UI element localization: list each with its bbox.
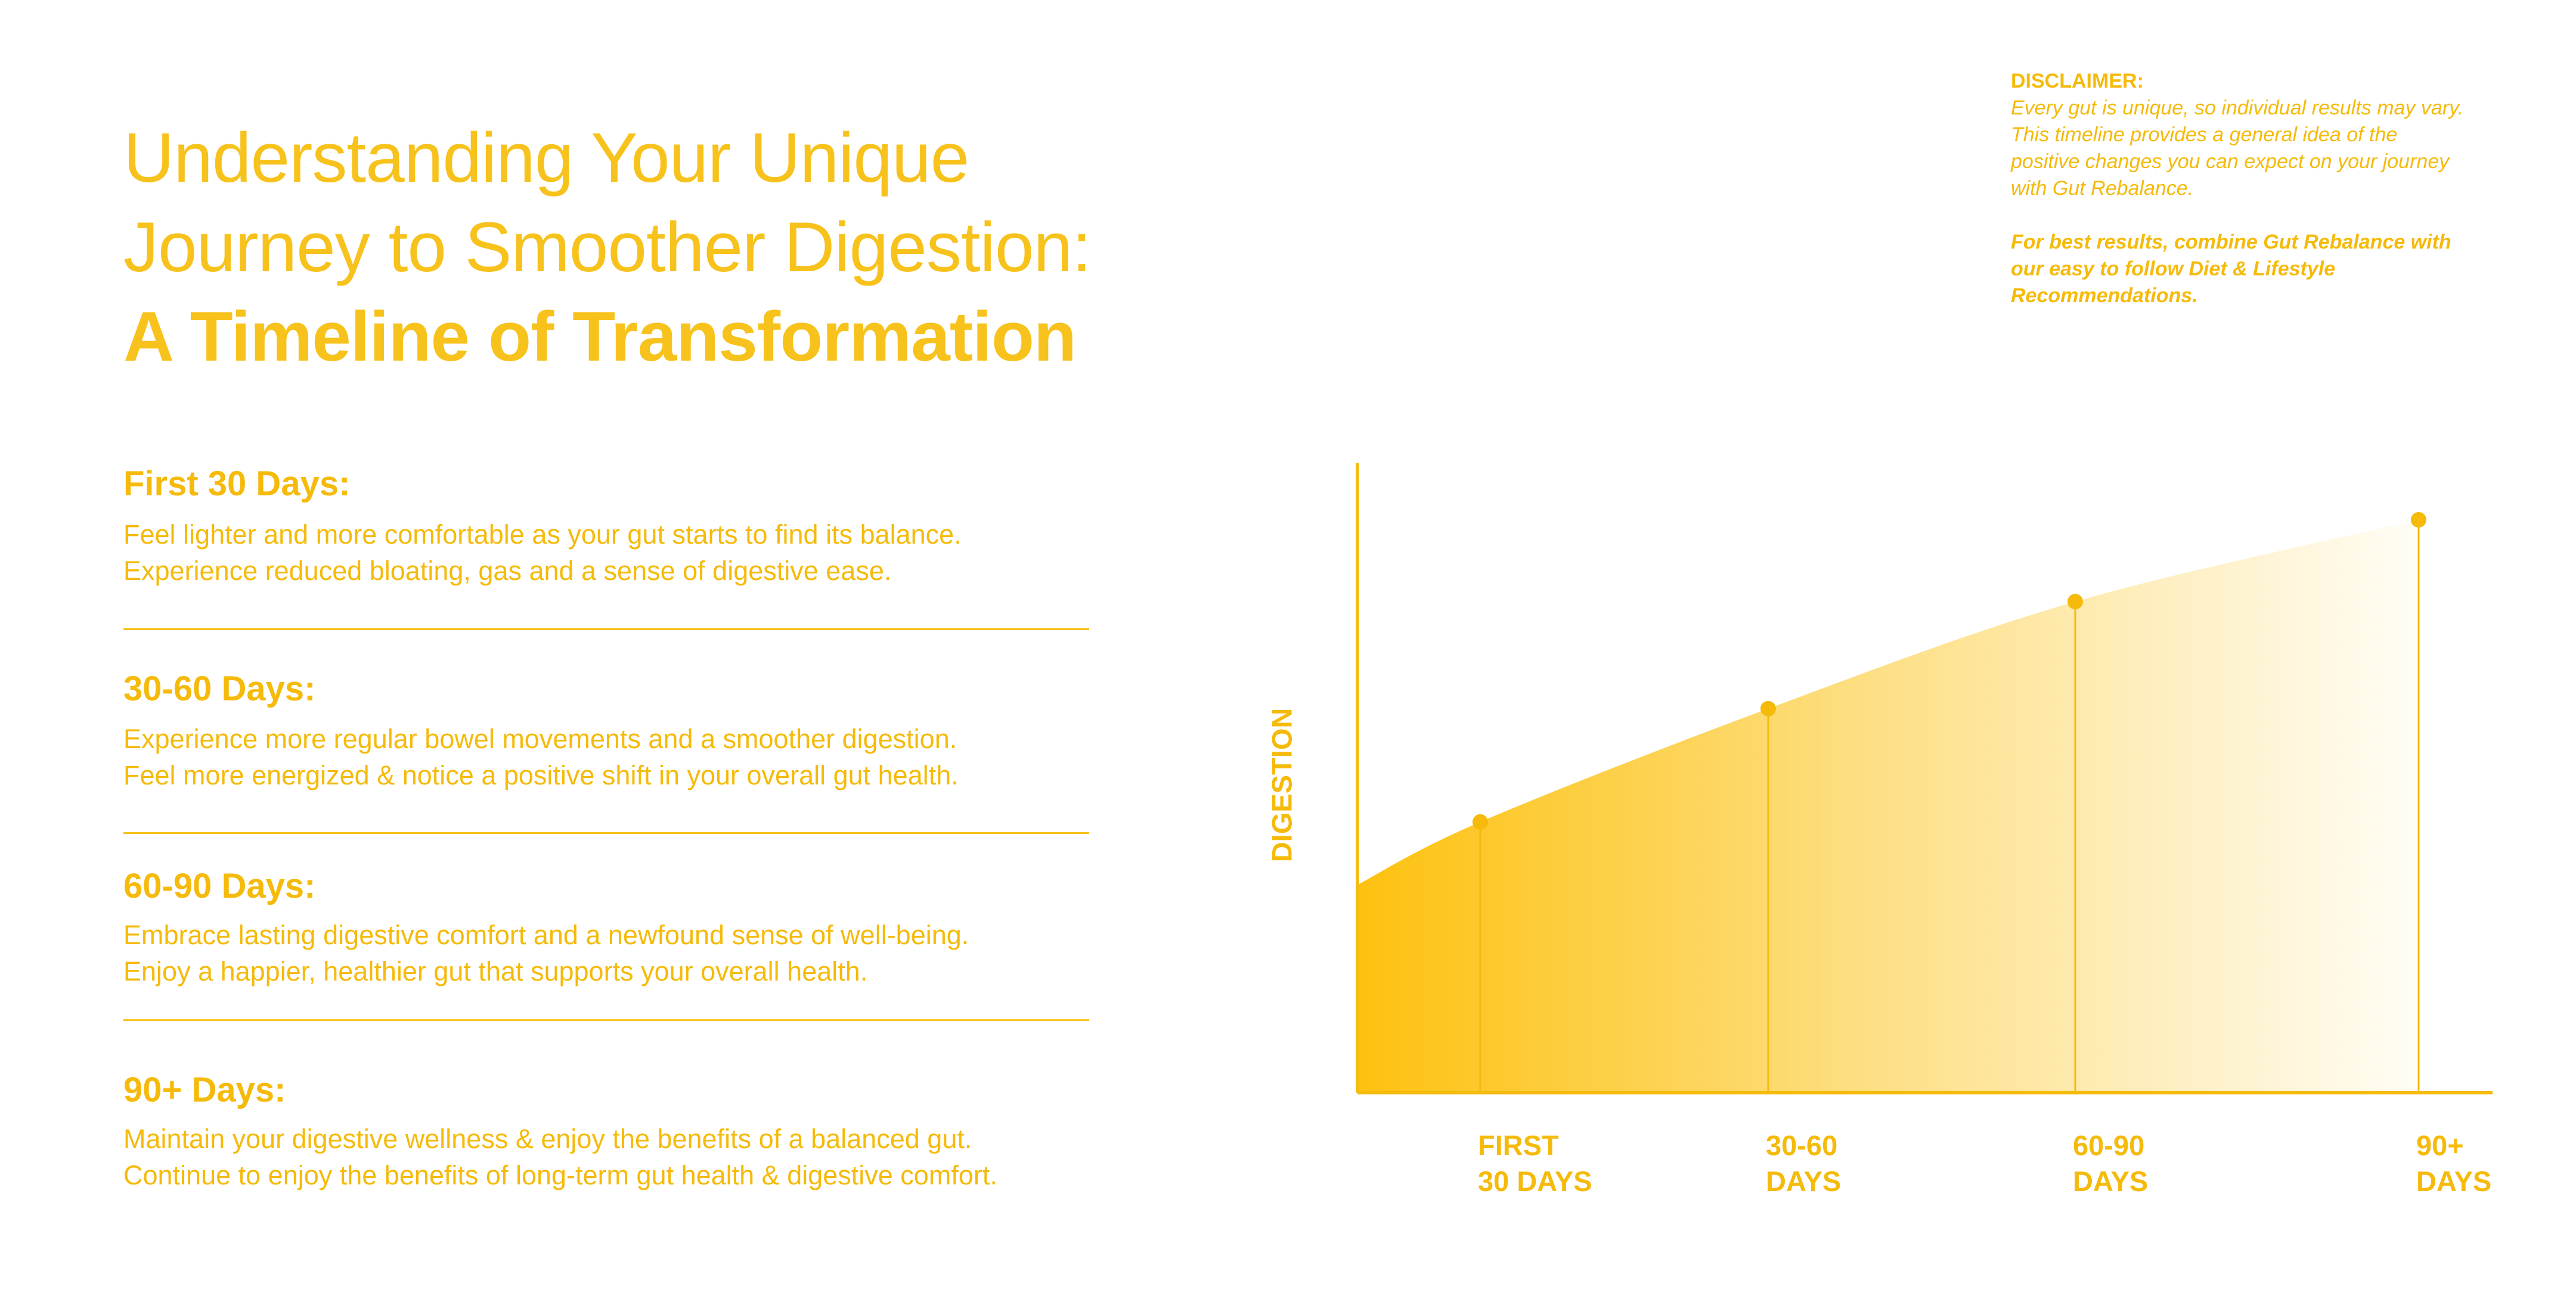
body-line: Feel more energized & notice a positive … — [123, 760, 959, 790]
x-tick-line: 30-60 — [1766, 1130, 1838, 1161]
x-tick-line: 30 DAYS — [1478, 1165, 1592, 1197]
y-axis-label: DIGESTION — [1266, 708, 1298, 863]
body-line: Maintain your digestive wellness & enjoy… — [123, 1124, 972, 1154]
section-heading-90-plus: 90+ Days: — [123, 1071, 286, 1109]
data-point — [1760, 700, 1776, 716]
data-point — [1473, 814, 1488, 830]
section-heading-first-30: First 30 Days: — [123, 464, 351, 503]
body-line: Embrace lasting digestive comfort and a … — [123, 920, 969, 950]
section-body-60-90: Embrace lasting digestive comfort and a … — [123, 917, 969, 989]
body-line: Feel lighter and more comfortable as you… — [123, 519, 962, 550]
x-tick-label: 30-60 DAYS — [1766, 1128, 1841, 1199]
title-line-3: A Timeline of Transformation — [123, 297, 1077, 376]
title-line-2: Journey to Smoother Digestion: — [123, 208, 1092, 287]
data-point — [2411, 512, 2426, 528]
x-tick-label: 60-90 DAYS — [2073, 1128, 2148, 1199]
x-tick-line: DAYS — [2416, 1165, 2492, 1197]
section-body-first-30: Feel lighter and more comfortable as you… — [123, 516, 962, 589]
disclaimer-heading: DISCLAIMER: — [2011, 70, 2144, 92]
section-heading-30-60: 30-60 Days: — [123, 669, 316, 708]
x-tick-label: FIRST 30 DAYS — [1478, 1128, 1592, 1199]
divider — [123, 628, 1089, 630]
title-line-1: Understanding Your Unique — [123, 119, 969, 197]
x-tick-line: FIRST — [1478, 1130, 1559, 1161]
body-line: Experience reduced bloating, gas and a s… — [123, 556, 892, 586]
x-tick-line: 90+ — [2416, 1130, 2464, 1161]
disclaimer: DISCLAIMER: Every gut is unique, so indi… — [2011, 68, 2464, 309]
x-tick-label: 90+ DAYS — [2416, 1128, 2491, 1199]
area-fill — [1357, 520, 2419, 1093]
section-heading-60-90: 60-90 Days: — [123, 867, 316, 905]
disclaimer-emphasis: For best results, combine Gut Rebalance … — [2011, 231, 2451, 307]
divider — [123, 832, 1089, 834]
section-body-90-plus: Maintain your digestive wellness & enjoy… — [123, 1121, 997, 1193]
disclaimer-body: Every gut is unique, so individual resul… — [2011, 97, 2464, 200]
section-body-30-60: Experience more regular bowel movements … — [123, 721, 959, 793]
x-tick-line: 60-90 — [2073, 1130, 2145, 1161]
page-title: Understanding Your Unique Journey to Smo… — [123, 113, 1092, 381]
data-point — [2067, 594, 2083, 610]
body-line: Experience more regular bowel movements … — [123, 724, 957, 754]
x-tick-line: DAYS — [1766, 1165, 1842, 1197]
x-tick-line: DAYS — [2073, 1165, 2149, 1197]
body-line: Enjoy a happier, healthier gut that supp… — [123, 956, 868, 987]
body-line: Continue to enjoy the benefits of long-t… — [123, 1160, 997, 1190]
divider — [123, 1019, 1089, 1021]
